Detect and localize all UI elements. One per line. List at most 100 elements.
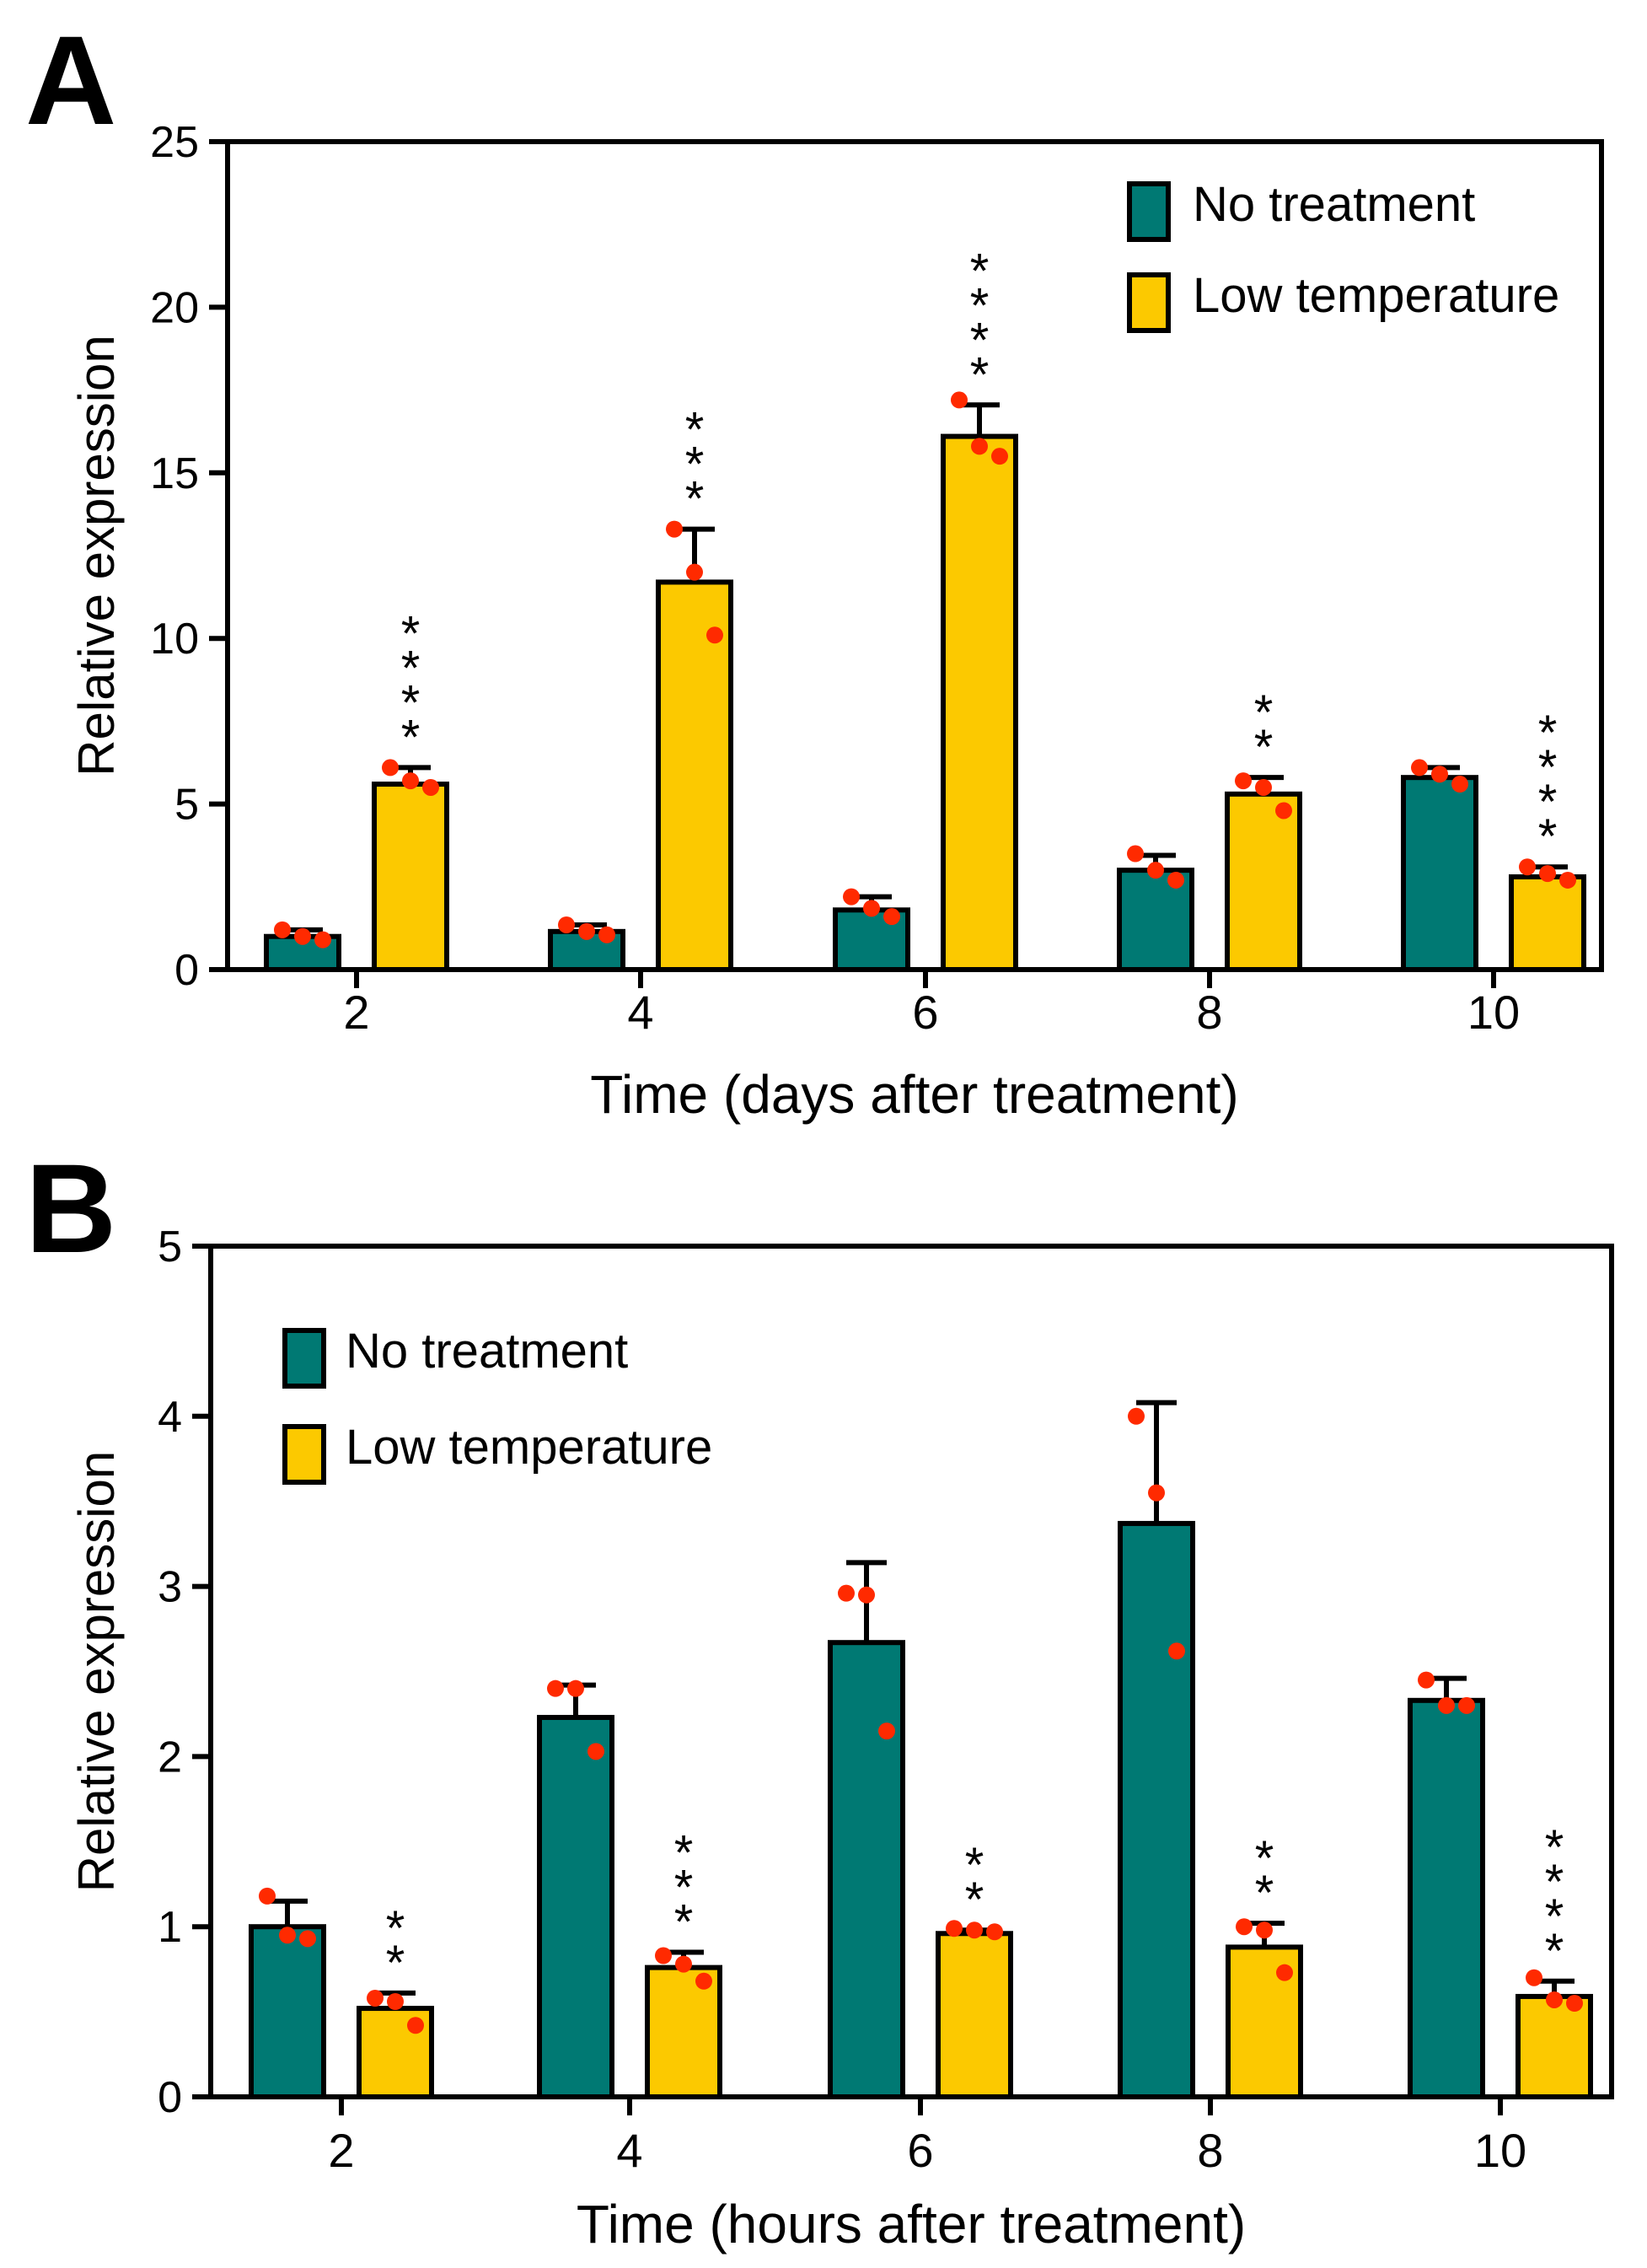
replicate-point (986, 1923, 1003, 1941)
x-tick-label: 6 (912, 986, 938, 1039)
significance-star: * (1254, 720, 1274, 775)
replicate-point (655, 1947, 672, 1964)
significance-star: * (386, 1901, 405, 1956)
significance-stars: **** (1538, 706, 1558, 864)
significance-stars: ** (1254, 685, 1274, 775)
y-tick-label: 5 (158, 1223, 182, 1271)
significance-stars: **** (1545, 1820, 1564, 1979)
replicate-point (387, 1992, 404, 2010)
bar-low-temperature-2 (372, 782, 449, 972)
replicate-point (367, 1989, 384, 2007)
significance-star: * (970, 313, 990, 368)
significance-star: * (685, 438, 705, 492)
bar-low-temperature-6 (936, 1931, 1013, 2099)
replicate-point (966, 1921, 983, 1939)
significance-star: * (970, 278, 990, 333)
legend-swatch-low-temperature (282, 1424, 326, 1485)
x-tick-label: 8 (1197, 2124, 1223, 2177)
significance-star: * (685, 472, 705, 527)
bar-low-temperature-10 (1516, 1993, 1593, 2099)
replicate-point (1431, 766, 1448, 783)
significance-star: * (970, 347, 990, 402)
replicate-point (587, 1743, 604, 1760)
replicate-point (1451, 776, 1468, 793)
replicate-point (567, 1680, 584, 1697)
replicate-point (294, 927, 311, 945)
replicate-point (1411, 759, 1428, 777)
replicate-point (1275, 802, 1292, 820)
replicate-point (1458, 1696, 1475, 1714)
replicate-point (666, 520, 683, 538)
bar-low-temperature-4 (656, 579, 733, 972)
replicate-point (274, 921, 291, 938)
significance-star: * (1538, 775, 1558, 830)
replicate-point (1167, 871, 1184, 889)
replicate-point (1255, 778, 1272, 796)
bar-no-treatment-10 (1401, 775, 1478, 973)
replicate-point (843, 888, 860, 906)
x-tick-label: 2 (328, 2124, 354, 2177)
bar-no-treatment-10 (1408, 1697, 1485, 2100)
replicate-point (1256, 1921, 1273, 1939)
significance-star: * (685, 403, 705, 458)
x-tick-label: 2 (343, 986, 369, 1039)
replicate-point (858, 1586, 875, 1604)
legend-label-no-treatment: No treatment (1193, 177, 1475, 232)
significance-star: * (1254, 685, 1274, 740)
y-tick-label: 0 (158, 2073, 182, 2122)
significance-stars: ** (965, 1838, 984, 1927)
significance-star: * (1545, 1855, 1564, 1910)
y-tick-label: 2 (158, 1733, 182, 1782)
bar-low-temperature-10 (1509, 874, 1586, 972)
significance-stars: ** (1255, 1831, 1274, 1921)
replicate-point (1236, 1918, 1253, 1936)
replicate-point (578, 922, 595, 940)
replicate-point (838, 1584, 855, 1602)
replicate-point (422, 778, 439, 796)
significance-star: * (674, 1825, 694, 1880)
replicate-point (1128, 1407, 1145, 1425)
x-tick-label: 4 (616, 2124, 642, 2177)
significance-star: * (674, 1894, 694, 1949)
bar-low-temperature-8 (1225, 791, 1302, 972)
y-axis-title: Relative expression (68, 335, 125, 777)
legend-label-low-temperature: Low temperature (1193, 268, 1559, 323)
x-axis-title: Time (hours after treatment) (577, 2194, 1246, 2255)
replicate-point (883, 908, 900, 926)
replicate-point (1148, 1484, 1165, 1502)
plot-frame (225, 139, 1604, 972)
y-tick-label: 1 (158, 1903, 182, 1952)
replicate-point (402, 772, 419, 790)
panel-a: A * * * * * * * * * * * * * * * * * 0 5 10 15 20 25 2 4 6 8 10 Relat… (25, 17, 1604, 1125)
legend-label-low-temperature: Low temperature (346, 1420, 712, 1475)
bar-no-treatment-8 (1118, 1520, 1195, 2099)
bar-low-temperature-6 (941, 433, 1018, 972)
y-tick-label: 5 (174, 781, 199, 830)
replicate-point (1127, 845, 1144, 863)
replicate-point (1276, 1964, 1293, 1981)
legend-swatch-low-temperature (1127, 272, 1171, 333)
y-tick-label: 15 (150, 449, 199, 498)
replicate-point (382, 759, 399, 777)
y-tick-label: 3 (158, 1563, 182, 1612)
significance-star: * (1545, 1820, 1564, 1875)
replicate-point (259, 1887, 276, 1905)
replicate-point (951, 391, 968, 409)
significance-star: * (386, 1936, 405, 1991)
significance-star: * (1545, 1924, 1564, 1979)
replicate-point (1566, 1995, 1583, 2013)
replicate-point (878, 1722, 895, 1740)
x-tick-label: 8 (1196, 986, 1222, 1039)
replicate-point (299, 1930, 316, 1948)
x-axis-title: Time (days after treatment) (590, 1064, 1238, 1125)
y-axis-title: Relative expression (68, 1451, 125, 1893)
replicate-point (991, 448, 1008, 465)
panel-b: B * * * * * * * * * * * * * 0 1 2 3 4 5 2 4 6 8 10 Relative expr… (0, 1145, 1647, 2268)
significance-star: * (1255, 1831, 1274, 1886)
significance-star: * (1255, 1866, 1274, 1921)
significance-stars: *** (685, 403, 705, 527)
significance-star: * (401, 641, 421, 696)
legend-label-no-treatment: No treatment (346, 1324, 628, 1379)
